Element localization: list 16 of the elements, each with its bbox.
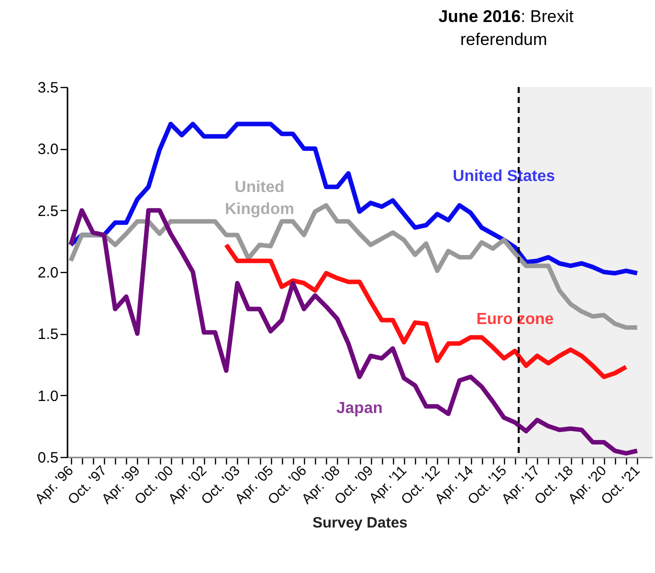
line-series (68, 203, 640, 330)
y-tick-label: 3.0 (38, 141, 58, 158)
series-label: United States (452, 168, 556, 185)
y-tick-label: 1.5 (38, 326, 58, 344)
series-label: Euro zone (476, 310, 554, 328)
ref-line-label: June 2016: Brexit referendum (438, 7, 574, 49)
series-label: United Kingdom (224, 178, 294, 218)
y-tick-label: 1.0 (38, 388, 58, 405)
y-tick-label: 3.5 (38, 80, 58, 96)
series-label: Japan (336, 400, 383, 417)
line-series (68, 122, 640, 276)
y-tick-label: 0.5 (38, 450, 58, 466)
x-axis-title: Survey Dates (312, 514, 408, 532)
line-series (224, 242, 628, 380)
y-tick-label: 2.5 (38, 202, 58, 220)
y-tick-label: 2.0 (38, 264, 58, 282)
